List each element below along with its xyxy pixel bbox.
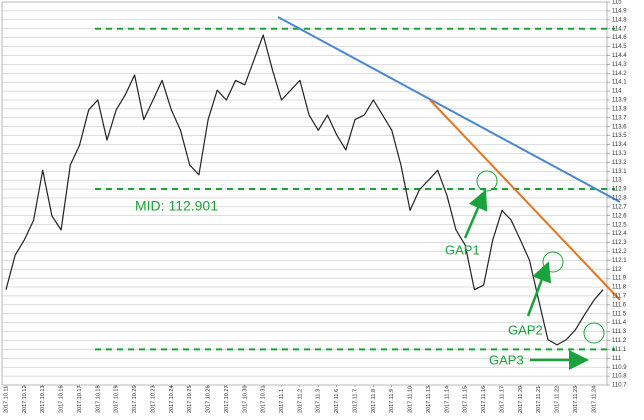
x-tick-label: 2017.11.6 [334, 389, 340, 413]
trend-line-blue [277, 16, 621, 203]
y-tick-label: 111.9 [612, 276, 627, 282]
y-tick-label: 111 [612, 356, 622, 362]
y-tick-label: 111.6 [612, 302, 627, 308]
y-tick-label: 112.5 [612, 222, 627, 228]
grid [2, 1, 615, 387]
series [5, 34, 604, 346]
x-tick-label: 2017.11.20 [518, 386, 524, 413]
y-tick-label: 111.8 [612, 285, 627, 291]
y-tick-label: 112.1 [612, 258, 627, 264]
x-tick-label: 2017.10.25 [187, 385, 193, 413]
y-tick-label: 114.6 [612, 35, 627, 41]
x-tick-label: 2017.11.24 [591, 386, 597, 413]
annotation: GAP1 [445, 242, 480, 257]
y-tick-label: 114.5 [612, 44, 627, 50]
x-tick-label: 2017.11.17 [499, 386, 505, 413]
x-tick-label: 2017.10.30 [242, 385, 248, 413]
x-tick-label: 2017.10.19 [114, 385, 120, 413]
y-tick-label: 113.2 [612, 160, 627, 166]
x-tick-label: 2017.11.16 [481, 386, 487, 413]
y-tick-label: 113.3 [612, 151, 627, 157]
y-tick-label: 112.2 [612, 249, 627, 255]
x-tick-label: 2017.10.16 [59, 385, 65, 413]
x-tick-label: 2017.11.21 [536, 386, 542, 413]
y-tick-label: 111.5 [612, 311, 627, 317]
y-tick-label: 113.9 [612, 98, 627, 104]
y-tick-label: 115 [612, 0, 622, 6]
x-tick-label: 2017.11.1 [279, 389, 285, 413]
x-tick-label: 2017.11.15 [463, 386, 469, 413]
annotation: GAP2 [508, 322, 543, 337]
y-tick-label: 113.6 [612, 124, 627, 130]
y-tick-label: 114.8 [612, 17, 627, 23]
x-tick-label: 2017.10.23 [150, 385, 156, 413]
y-tick-label: 114.9 [612, 8, 627, 14]
y-tick-label: 113.8 [612, 106, 627, 112]
y-tick-label: 114.4 [612, 53, 627, 59]
x-tick-label: 2017.10.17 [77, 385, 83, 413]
y-tick-label: 113.1 [612, 169, 627, 175]
y-tick-label: 114.2 [612, 71, 627, 77]
y-tick-label: 112.3 [612, 240, 627, 246]
y-tick-label: 113.4 [612, 142, 627, 148]
x-tick-label: 2017.11.9 [389, 389, 395, 413]
y-tick-label: 113.5 [612, 133, 627, 139]
x-tick-label: 2017.10.20 [132, 385, 138, 413]
y-tick-label: 111.1 [612, 347, 627, 353]
level-label: MID: 112.901 [135, 198, 218, 214]
x-tick-label: 2017.11.13 [426, 386, 432, 413]
x-tick-label: 2017.11.7 [352, 389, 358, 413]
gap-circle [583, 322, 605, 344]
trend-line-orange [429, 99, 621, 301]
y-tick-label: 113 [612, 178, 622, 184]
y-tick-label: 112.7 [612, 204, 627, 210]
y-tick-label: 111.3 [612, 329, 627, 335]
x-tick-label: 2017.11.8 [371, 389, 377, 413]
y-tick-label: 112.6 [612, 213, 627, 219]
x-tick-label: 2017.10.18 [95, 385, 101, 413]
gap-arrow [526, 261, 552, 317]
x-tick-label: 2017.11.2 [297, 389, 303, 413]
price-line [5, 34, 604, 346]
y-tick-label: 114 [612, 89, 622, 95]
y-tick-label: 112.4 [612, 231, 627, 237]
y-tick-label: 112.9 [612, 187, 627, 193]
y-tick-label: 112 [612, 267, 622, 273]
y-tick-label: 114.7 [612, 26, 627, 32]
y-tick-label: 110.9 [612, 365, 627, 371]
x-tick-label: 2017.10.27 [224, 385, 230, 413]
x-tick-label: 2017.11.23 [573, 386, 579, 413]
gap-arrow [463, 189, 488, 239]
y-tick-label: 112.8 [612, 196, 627, 202]
y-tick-label: 110.8 [612, 374, 627, 380]
x-tick-label: 2017.11.14 [444, 386, 450, 413]
annotation: GAP3 [489, 352, 524, 367]
y-tick-label: 110.7 [612, 383, 627, 389]
x-tick-label: 2017.10.24 [169, 385, 175, 413]
x-tick-label: 2017.10.26 [206, 385, 212, 413]
x-tick-label: 2017.10.13 [40, 385, 46, 413]
y-tick-label: 114.1 [612, 80, 627, 86]
gap-circle [476, 170, 498, 192]
x-tick-label: 2017.10.31 [261, 385, 267, 413]
x-tick-label: 2017.11.22 [555, 386, 561, 413]
x-tick-label: 2017.10.11 [3, 386, 9, 413]
y-tick-label: 111.7 [612, 294, 627, 300]
x-tick-label: 2017.11.10 [408, 386, 414, 413]
x-tick-label: 2017.10.12 [22, 385, 28, 413]
x-tick-label: 2017.11.3 [316, 389, 322, 413]
y-tick-label: 111.2 [612, 338, 627, 344]
y-tick-label: 114.3 [612, 62, 627, 68]
y-tick-label: 113.7 [612, 115, 627, 121]
y-tick-label: 111.4 [612, 320, 627, 326]
